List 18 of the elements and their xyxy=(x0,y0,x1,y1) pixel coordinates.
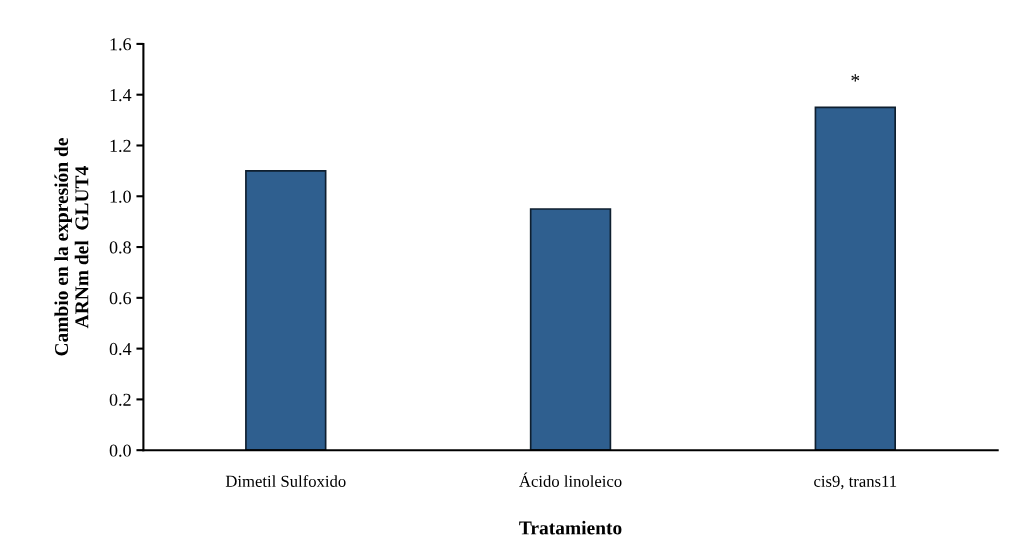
bar xyxy=(245,170,327,451)
y-tick-label: 1.2 xyxy=(110,139,131,153)
x-tick-label: Dimetil Sulfoxido xyxy=(225,475,346,487)
annotation: * xyxy=(851,74,860,82)
y-tick-label: 0.8 xyxy=(109,241,131,254)
y-tick-label: 0.4 xyxy=(109,342,132,356)
y-tick-label: 0.6 xyxy=(109,292,132,305)
y-axis-title: Cambio en la expresión de ARNm del GLUT4 xyxy=(54,138,89,356)
y-tick-label: 1.4 xyxy=(110,89,132,102)
bar xyxy=(529,208,612,451)
x-axis-title: Tratamiento xyxy=(519,520,622,535)
x-tick-label: cis9, trans11 xyxy=(814,475,897,490)
y-tick-label: 0.2 xyxy=(109,393,131,406)
y-tick-label: 1.0 xyxy=(110,190,131,203)
x-tick-label: Ácido linoleico xyxy=(519,472,622,487)
y-tick-label: 0.0 xyxy=(109,444,131,457)
y-tick-label: 1.6 xyxy=(110,38,132,51)
bar xyxy=(814,106,896,451)
